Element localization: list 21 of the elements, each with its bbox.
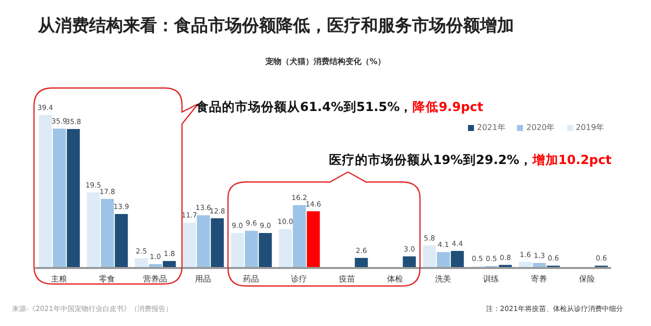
x-tick-label: 诊疗	[291, 274, 307, 284]
chart-title: 从消费结构来看：食品市场份额降低，医疗和服务市场份额增加	[38, 15, 514, 37]
x-tick-label: 体检	[387, 274, 403, 284]
annotation: 增加10.2pct	[532, 152, 612, 167]
legend-label: 2020年	[525, 122, 555, 133]
legend-label: 2019年	[574, 122, 604, 133]
x-tick-label: 营养品	[143, 274, 167, 284]
text: 食品的市场份额从61.4%到51.5%，	[196, 99, 413, 114]
x-tick-label: 用品	[195, 274, 211, 284]
x-tick-label: 疫苗	[339, 274, 355, 284]
x-tick-label: 保险	[579, 274, 595, 284]
annotation: 医疗的市场份额从19%到29.2%，	[329, 152, 532, 167]
x-tick-label: 主粮	[51, 274, 67, 284]
x-tick-label: 寄养	[531, 274, 547, 284]
x-tick-label: 洗美	[435, 274, 451, 284]
x-tick-label: 零食	[99, 274, 115, 284]
text: 降低9.9pct	[412, 99, 484, 114]
legend-label: 2021年	[476, 122, 506, 133]
chart-subtitle: 宠物（犬猫）消费结构变化（%）	[264, 56, 386, 67]
x-tick-label: 药品	[243, 274, 259, 284]
x-tick-label: 训练	[483, 274, 499, 284]
